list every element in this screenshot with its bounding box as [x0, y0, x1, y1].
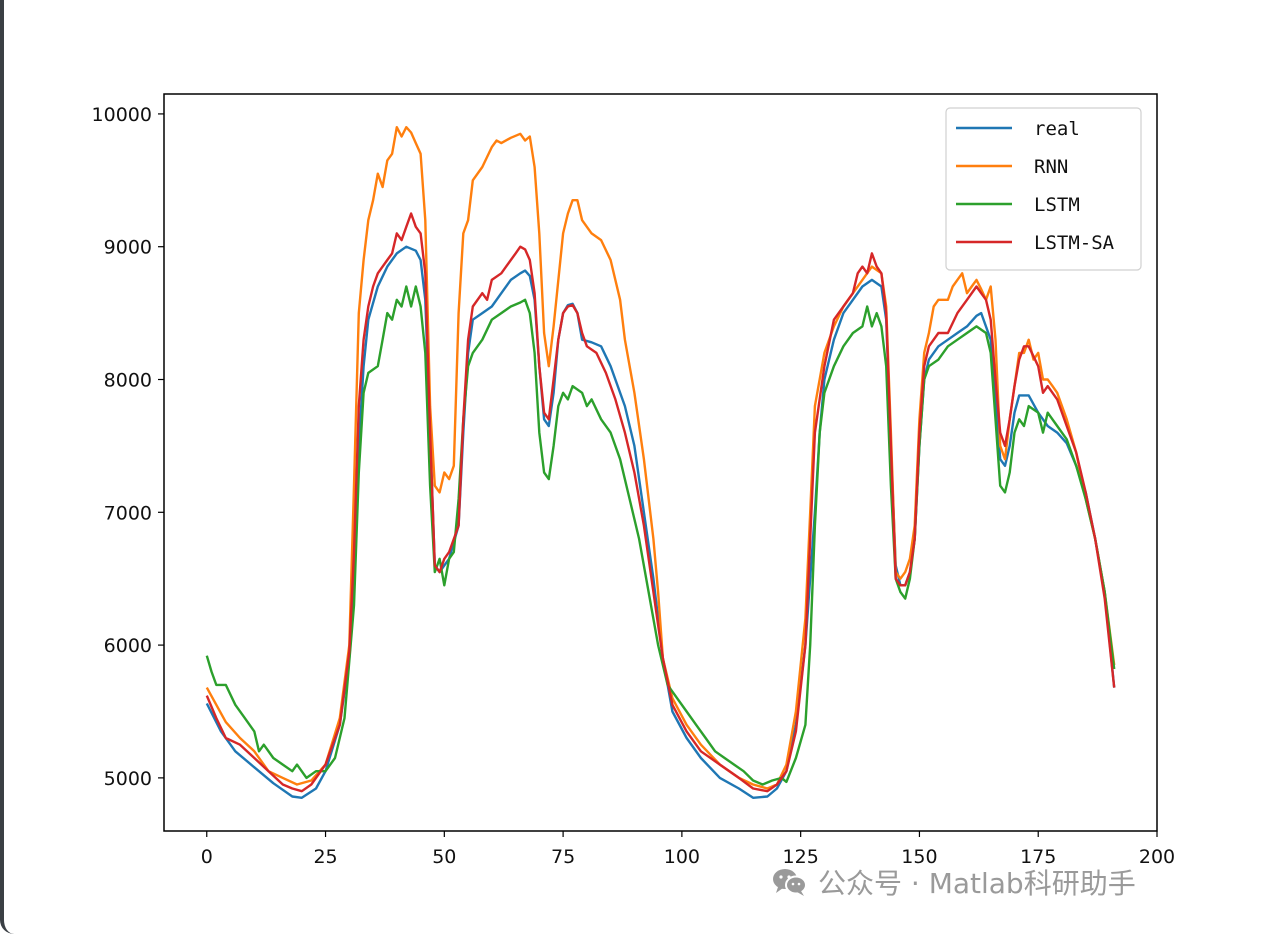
y-tick-label: 5000	[104, 768, 152, 790]
legend-label: RNN	[1034, 156, 1068, 178]
legend-box	[945, 107, 1142, 271]
y-axis: 5000 6000 7000 8000 9000 10000	[92, 104, 164, 790]
y-tick-label: 7000	[104, 502, 152, 524]
legend: real RNN LSTM LSTM-SA	[945, 107, 1142, 271]
x-tick-label: 0	[201, 846, 213, 868]
series-line-rnn	[205, 126, 1116, 790]
legend-label: real	[1034, 118, 1080, 140]
x-tick-label: 50	[432, 846, 456, 868]
x-tick-label: 25	[313, 846, 337, 868]
series-layer	[205, 126, 1116, 799]
x-axis: 0 25 50 75 100 125 150 175 200	[201, 831, 1175, 868]
legend-label: LSTM-SA	[1034, 232, 1115, 254]
x-tick-label: 100	[664, 846, 700, 868]
y-tick-label: 10000	[92, 104, 152, 126]
y-tick-label: 6000	[104, 635, 152, 657]
y-tick-label: 8000	[104, 370, 152, 392]
x-tick-label: 125	[783, 846, 819, 868]
x-tick-label: 175	[1020, 846, 1056, 868]
series-line-lstm-sa	[205, 212, 1116, 793]
watermark: 公众号 · Matlab科研助手	[772, 862, 1136, 902]
x-tick-label: 150	[901, 846, 937, 868]
series-line-lstm	[205, 285, 1116, 786]
axes-frame	[163, 93, 1158, 832]
series-line-real	[205, 245, 1116, 799]
legend-label: LSTM	[1034, 194, 1080, 216]
wechat-icon	[773, 869, 807, 896]
x-tick-label: 200	[1139, 846, 1175, 868]
x-tick-label: 75	[551, 846, 575, 868]
y-tick-label: 9000	[104, 237, 152, 259]
watermark-text: 公众号 · Matlab科研助手	[818, 867, 1136, 900]
